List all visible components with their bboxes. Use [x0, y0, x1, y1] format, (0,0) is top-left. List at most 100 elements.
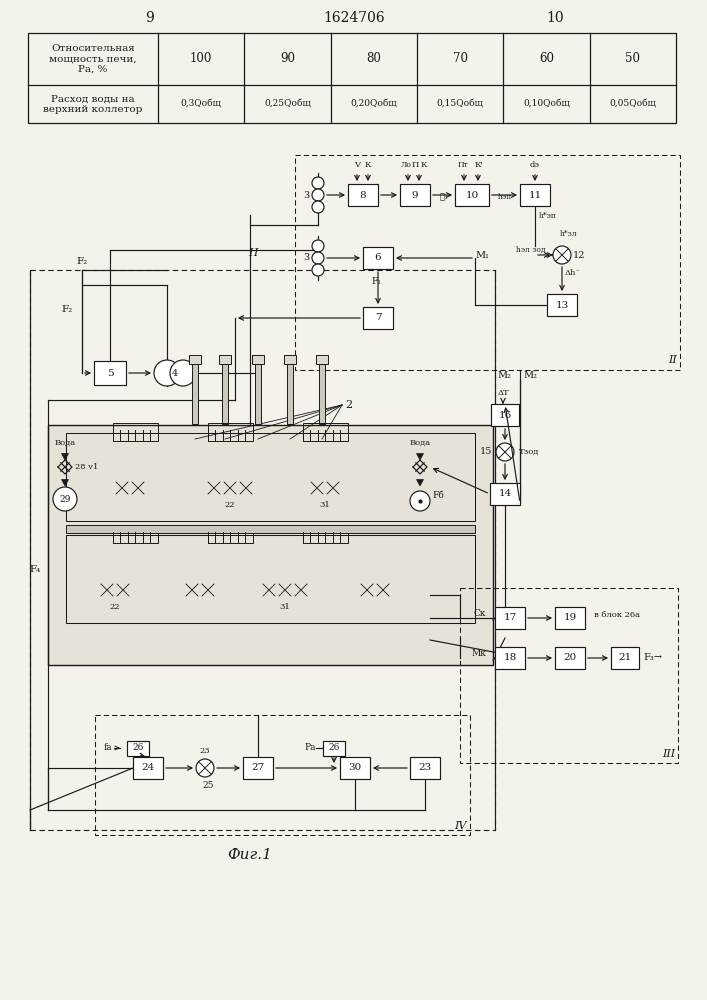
Bar [127, 740, 149, 756]
Text: I: I [253, 248, 257, 258]
Bar [66, 525, 475, 533]
Text: F₁: F₁ [371, 277, 381, 286]
Text: V: V [354, 161, 360, 169]
Bar [284, 355, 296, 364]
Polygon shape [416, 454, 423, 460]
Text: 9: 9 [146, 11, 154, 25]
Text: Fб: Fб [432, 490, 444, 499]
Text: Относительная
мощность печи,
Ра, %: Относительная мощность печи, Ра, % [49, 44, 136, 74]
Bar [495, 607, 525, 629]
Bar [192, 364, 198, 424]
Text: Тзод: Тзод [519, 448, 539, 456]
Text: ΔТ: ΔТ [497, 389, 509, 397]
Bar [611, 647, 639, 669]
Text: 21: 21 [619, 654, 631, 662]
Text: 13: 13 [556, 300, 568, 310]
Bar [303, 525, 348, 543]
Text: 6: 6 [375, 253, 381, 262]
Text: 19: 19 [563, 613, 577, 622]
Text: 7: 7 [375, 314, 381, 322]
Text: dэ: dэ [530, 161, 540, 169]
Text: 3: 3 [303, 190, 309, 200]
Bar [520, 184, 550, 206]
Bar [295, 155, 680, 370]
Text: 60: 60 [539, 52, 554, 66]
Text: 31: 31 [320, 501, 330, 509]
Text: M₂: M₂ [523, 370, 537, 379]
Text: 24: 24 [141, 764, 155, 772]
Text: 2: 2 [345, 400, 352, 410]
Text: 80: 80 [366, 52, 381, 66]
Text: 25: 25 [202, 781, 214, 790]
Circle shape [154, 360, 180, 386]
Text: F₂: F₂ [76, 257, 88, 266]
Bar [133, 757, 163, 779]
Text: 16: 16 [498, 410, 512, 420]
Bar [95, 715, 470, 835]
Text: h*зл: h*зл [560, 230, 578, 238]
Text: 14: 14 [498, 489, 512, 498]
Text: 50: 50 [625, 52, 641, 66]
Bar [287, 364, 293, 424]
Text: 11: 11 [528, 190, 542, 200]
Text: Ло: Ло [401, 161, 411, 169]
Text: 9: 9 [411, 190, 419, 200]
Text: 3: 3 [303, 253, 309, 262]
Text: 26: 26 [132, 744, 144, 752]
Bar [400, 184, 430, 206]
Text: К: К [365, 161, 371, 169]
Text: 0,25Qобщ: 0,25Qобщ [264, 100, 311, 108]
Bar [255, 364, 261, 424]
Bar [112, 525, 158, 543]
Text: Пт: Пт [457, 161, 468, 169]
Text: F₃→: F₃→ [643, 654, 662, 662]
Text: M₂: M₂ [497, 370, 511, 379]
Text: I: I [248, 248, 252, 258]
Text: 23: 23 [199, 747, 210, 755]
Bar [460, 588, 678, 763]
Text: IV: IV [455, 821, 467, 831]
Bar [340, 757, 370, 779]
Text: III: III [662, 749, 675, 759]
Bar [252, 355, 264, 364]
Circle shape [553, 246, 571, 264]
Bar [363, 247, 393, 269]
Text: 10: 10 [547, 11, 563, 25]
Text: 4: 4 [172, 368, 178, 377]
Text: Расход воды на
верхний коллетор: Расход воды на верхний коллетор [43, 94, 143, 114]
Bar [319, 364, 325, 424]
Text: К': К' [474, 161, 484, 169]
Bar [410, 757, 440, 779]
Text: 17: 17 [503, 613, 517, 622]
Text: 29: 29 [59, 494, 71, 504]
Text: 8: 8 [360, 190, 366, 200]
Text: Вода: Вода [409, 439, 431, 447]
Text: К: К [421, 161, 427, 169]
Polygon shape [416, 480, 423, 486]
Bar [555, 647, 585, 669]
Polygon shape [62, 454, 69, 460]
Bar [66, 433, 475, 521]
Text: 1624706: 1624706 [323, 11, 385, 25]
Text: 70: 70 [452, 52, 467, 66]
Text: Mк: Mк [472, 650, 486, 658]
Text: h*эп: h*эп [539, 212, 557, 220]
Text: Фиг.1: Фиг.1 [228, 848, 272, 862]
Text: Рa: Рa [304, 744, 316, 752]
Text: 23: 23 [419, 764, 432, 772]
Text: 30: 30 [349, 764, 361, 772]
Bar [316, 355, 328, 364]
Bar [66, 535, 475, 623]
Text: 18: 18 [503, 654, 517, 662]
Bar [48, 425, 493, 665]
Text: 20: 20 [563, 654, 577, 662]
Circle shape [312, 189, 324, 201]
Text: 10: 10 [465, 190, 479, 200]
Text: Вода: Вода [54, 439, 76, 447]
Bar [303, 423, 348, 441]
Bar [348, 184, 378, 206]
Text: 22: 22 [110, 603, 120, 611]
Circle shape [312, 177, 324, 189]
Text: 0,20Qобщ: 0,20Qобщ [351, 100, 397, 108]
Bar [555, 607, 585, 629]
